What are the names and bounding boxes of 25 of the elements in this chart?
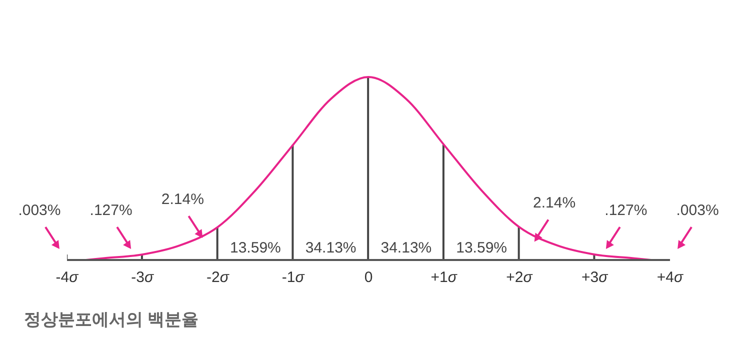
text: 정상분포에서의 백분율	[24, 309, 200, 331]
bar	[292, 144, 294, 260]
text: .003%	[676, 202, 719, 220]
annotation: 13.59%	[456, 240, 507, 257]
annotation: 2.14%	[161, 191, 204, 208]
bar	[518, 227, 520, 260]
x-tick-label: -2σ	[206, 269, 230, 286]
x-tick-label: -1σ	[282, 269, 306, 286]
annotation: 34.13%	[305, 240, 356, 257]
bar	[216, 227, 218, 260]
annotation: 2.14%	[533, 194, 576, 212]
x-tick-label: +3σ	[582, 269, 609, 286]
bar	[367, 77, 370, 260]
annotation: .127%	[90, 202, 132, 220]
annotation: 34.13%	[380, 240, 432, 257]
annotation: .127%	[604, 202, 648, 220]
x-tick-label: +2σ	[506, 269, 534, 286]
x-tick-label: +4σ	[656, 269, 684, 286]
x-tick-label: 0	[364, 269, 373, 286]
x-tick-label: -4σ	[56, 269, 80, 286]
annotation: 13.59%	[230, 240, 281, 257]
text: .003%	[18, 202, 61, 220]
x-tick-label: +1σ	[430, 269, 458, 286]
x-tick-label: -3σ	[131, 269, 155, 286]
bar	[442, 144, 444, 260]
